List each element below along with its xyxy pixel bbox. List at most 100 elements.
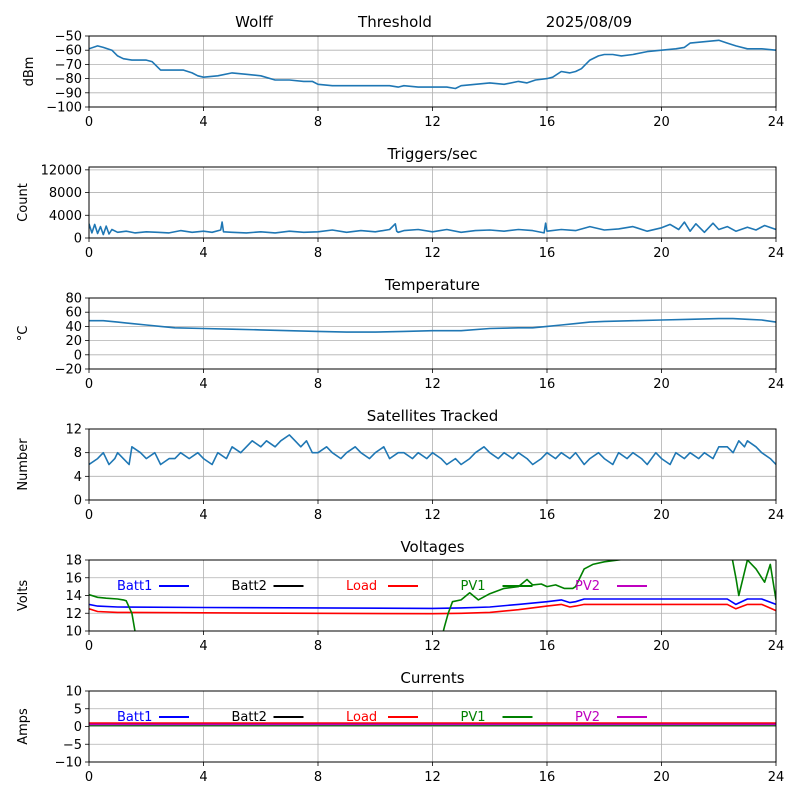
x-tick-label: 0 [85,377,93,392]
x-tick-label: 24 [768,377,785,392]
y-tick-label: 80 [65,292,82,307]
chart-triggers: 0 4 8 12 16 20 24 0 4000 8000 12000 Triggers/sec Cou… [16,145,784,261]
y-tick-label: 5 [74,702,82,717]
chart-voltages: 0 4 8 12 16 20 24 10 12 14 16 18 Voltages Volts Batt1 B… [16,538,784,654]
x-tick-label: 12 [424,246,441,261]
y-axis-label: Number [16,438,31,491]
x-tick-label: 20 [653,115,670,130]
y-tick-label: −50 [55,30,82,45]
y-tick-label: 0 [74,494,82,509]
y-tick-label: 0 [74,720,82,735]
series-line-main [89,434,776,466]
x-tick-label: 12 [424,770,441,785]
x-tick-label: 4 [199,246,207,261]
x-tick-label: 16 [539,639,556,654]
y-axis-label: Count [16,183,31,222]
y-tick-label: 12000 [41,163,82,178]
x-tick-label: 20 [653,508,670,523]
series-line-main [89,221,776,236]
x-tick-label: 16 [539,508,556,523]
chart-title: Satellites Tracked [367,407,498,425]
x-tick-label: 16 [539,377,556,392]
x-tick-label: 24 [768,115,785,130]
legend-label-pv1: PV1 [461,579,486,594]
x-tick-label: 24 [768,639,785,654]
x-tick-label: 12 [424,377,441,392]
legend-label-batt1: Batt1 [117,710,152,725]
series-line-main [89,317,776,333]
x-tick-label: 8 [314,508,322,523]
y-tick-label: 0 [74,232,82,247]
y-tick-label: 20 [65,334,82,349]
legend-label-pv2: PV2 [575,710,600,725]
x-tick-label: 12 [424,508,441,523]
legend-label-pv2: PV2 [575,579,600,594]
x-tick-label: 16 [539,770,556,785]
x-tick-label: 0 [85,639,93,654]
chart-title: Voltages [400,538,464,556]
y-tick-label: −100 [46,101,82,116]
chart-currents: 0 4 8 12 16 20 24 −10 −5 0 5 10 Currents Amps Batt1 Bat… [16,669,784,785]
series-line-pv1 [89,560,776,631]
y-tick-label: 10 [65,625,82,640]
series-line-main [89,39,776,90]
y-tick-label: −20 [55,363,82,378]
x-tick-label: 0 [85,770,93,785]
x-tick-label: 20 [653,639,670,654]
x-tick-label: 4 [199,115,207,130]
legend-label-batt2: Batt2 [232,579,267,594]
chart-signal: 0 4 8 12 16 20 24 −100−90−80−70−60−50 dBm [22,30,784,131]
x-tick-label: 8 [314,377,322,392]
x-tick-label: 8 [314,246,322,261]
y-axis-label: dBm [22,57,37,87]
chart-title: Currents [400,669,464,687]
series-line-batt1 [89,598,776,610]
y-tick-label: −60 [55,44,82,59]
x-tick-label: 12 [424,639,441,654]
x-tick-label: 0 [85,115,93,130]
legend-label-load: Load [346,579,377,594]
x-tick-label: 4 [199,377,207,392]
x-tick-label: 4 [199,508,207,523]
y-tick-label: 16 [65,571,82,586]
legend-label-load: Load [346,710,377,725]
legend-label-batt2: Batt2 [232,710,267,725]
y-axis-label: °C [16,326,31,342]
chart-title: Triggers/sec [387,145,478,163]
x-tick-label: 20 [653,770,670,785]
y-tick-label: 10 [65,685,82,700]
x-tick-label: 4 [199,770,207,785]
y-tick-label: 8 [74,446,82,461]
x-tick-label: 16 [539,246,556,261]
y-tick-label: 12 [65,423,82,438]
chart-title: Temperature [384,276,480,294]
x-tick-label: 0 [85,508,93,523]
chart-satellites: 0 4 8 12 16 20 24 0 4 8 12 Satellites Tracked Number [16,407,784,523]
y-tick-label: −80 [55,72,82,87]
y-tick-label: −90 [55,86,82,101]
x-tick-label: 24 [768,770,785,785]
y-tick-label: −5 [63,738,82,753]
y-tick-label: 14 [65,589,82,604]
y-tick-label: −10 [55,756,82,771]
y-tick-label: 12 [65,607,82,622]
x-tick-label: 8 [314,770,322,785]
x-tick-label: 8 [314,115,322,130]
y-tick-label: 40 [65,320,82,335]
y-axis-label: Amps [16,708,31,745]
y-tick-label: 18 [65,554,82,569]
y-tick-label: 0 [74,348,82,363]
series-line-load [89,603,776,615]
x-tick-label: 0 [85,246,93,261]
x-tick-label: 12 [424,115,441,130]
x-tick-label: 24 [768,508,785,523]
x-tick-label: 8 [314,639,322,654]
y-axis-label: Volts [16,580,31,612]
x-tick-label: 16 [539,115,556,130]
header-station: Wolff [235,13,273,31]
header-date: 2025/08/09 [546,13,632,31]
x-tick-label: 20 [653,377,670,392]
